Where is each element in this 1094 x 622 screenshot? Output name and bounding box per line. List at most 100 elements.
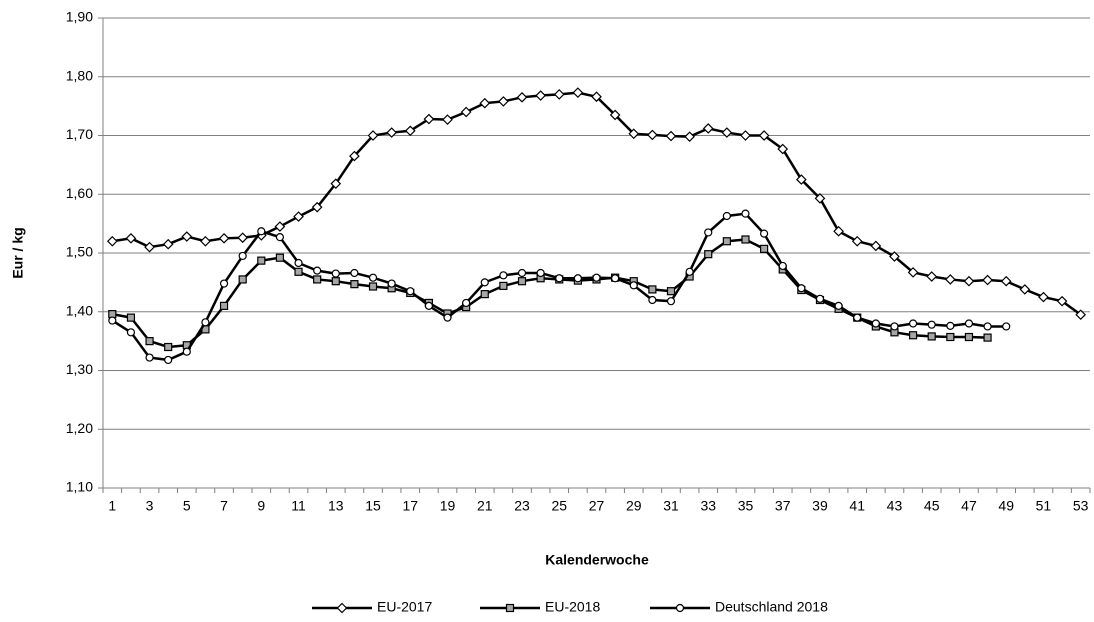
data-point	[591, 91, 602, 103]
data-point	[1038, 291, 1049, 303]
data-point	[126, 313, 136, 322]
data-point	[704, 250, 713, 259]
data-point	[741, 209, 750, 218]
data-point	[666, 287, 676, 296]
data-point	[404, 125, 416, 137]
x-tick-label: 9	[257, 498, 265, 514]
data-point	[406, 287, 415, 296]
data-point	[777, 143, 789, 155]
data-point	[257, 227, 266, 236]
x-tick-label: 21	[477, 498, 493, 514]
data-point	[293, 211, 304, 222]
data-point	[628, 128, 640, 140]
legend-label: EU-2018	[545, 599, 600, 615]
x-tick-label: 47	[961, 498, 977, 514]
x-tick-label: 11	[291, 498, 306, 514]
data-point	[424, 301, 433, 310]
x-tick-label: 53	[1073, 498, 1089, 514]
data-point	[647, 129, 658, 141]
data-point	[498, 96, 509, 107]
y-tick-label: 1,50	[66, 244, 93, 260]
x-tick-label: 41	[849, 498, 865, 514]
data-point	[238, 251, 247, 261]
data-point	[462, 298, 471, 308]
data-point	[946, 321, 955, 330]
data-point	[890, 322, 899, 331]
legend-label: EU-2017	[377, 599, 432, 615]
legend-marker	[505, 603, 515, 613]
data-point	[553, 89, 565, 100]
x-tick-label: 15	[365, 498, 381, 514]
x-tick-label: 19	[440, 498, 456, 514]
data-point	[609, 109, 621, 121]
data-point	[517, 277, 527, 286]
data-point	[982, 274, 993, 286]
x-tick-label: 51	[1036, 498, 1052, 514]
data-point	[758, 130, 770, 141]
data-point	[182, 347, 191, 356]
data-point	[126, 328, 136, 337]
data-point	[536, 268, 545, 278]
data-point	[219, 279, 229, 288]
data-point	[964, 332, 974, 342]
series-line	[111, 212, 1007, 362]
x-tick-label: 29	[626, 498, 642, 514]
data-point	[797, 284, 806, 293]
data-point	[164, 342, 173, 352]
legend-marker	[336, 602, 348, 614]
y-tick-label: 1,40	[66, 302, 93, 318]
data-point	[851, 235, 863, 247]
data-point	[368, 282, 378, 291]
data-point	[181, 231, 193, 242]
data-point	[294, 267, 303, 276]
data-point	[927, 320, 936, 329]
x-tick-label: 5	[183, 498, 191, 514]
data-point	[257, 256, 266, 265]
data-point	[592, 273, 601, 282]
x-tick-label: 43	[887, 498, 903, 514]
data-point	[331, 269, 340, 278]
data-point	[349, 150, 360, 162]
data-point	[367, 130, 379, 141]
data-point	[760, 229, 769, 238]
data-point	[331, 277, 340, 286]
data-point	[648, 285, 657, 294]
data-point	[479, 97, 491, 109]
data-point	[145, 337, 154, 346]
y-tick-label: 1,20	[66, 420, 93, 436]
data-point	[870, 240, 882, 252]
data-point	[796, 174, 807, 185]
data-point	[853, 313, 862, 322]
data-point	[834, 301, 843, 310]
data-point	[144, 241, 155, 253]
data-point	[648, 295, 657, 305]
data-point	[721, 127, 733, 138]
data-point	[517, 268, 527, 278]
data-point	[237, 232, 249, 244]
data-point	[722, 237, 731, 246]
data-point	[368, 273, 378, 282]
data-point	[666, 297, 676, 306]
y-tick-label: 1,80	[66, 67, 93, 83]
data-point	[516, 91, 528, 103]
data-point	[294, 258, 303, 268]
x-tick-label: 7	[220, 498, 228, 514]
x-tick-label: 25	[551, 498, 567, 514]
x-tick-label: 27	[589, 498, 605, 514]
data-point	[665, 130, 677, 142]
legend-marker	[675, 603, 685, 613]
data-point	[1075, 309, 1087, 321]
data-point	[944, 274, 956, 285]
data-point	[350, 280, 359, 289]
data-point	[871, 319, 880, 328]
data-point	[963, 275, 975, 287]
x-tick-label: 1	[108, 498, 116, 514]
x-tick-label: 33	[700, 498, 716, 514]
data-point	[313, 275, 322, 284]
data-point	[629, 281, 638, 290]
data-point	[685, 267, 694, 276]
data-point	[125, 232, 137, 244]
data-point	[778, 261, 787, 271]
data-point	[889, 251, 900, 262]
